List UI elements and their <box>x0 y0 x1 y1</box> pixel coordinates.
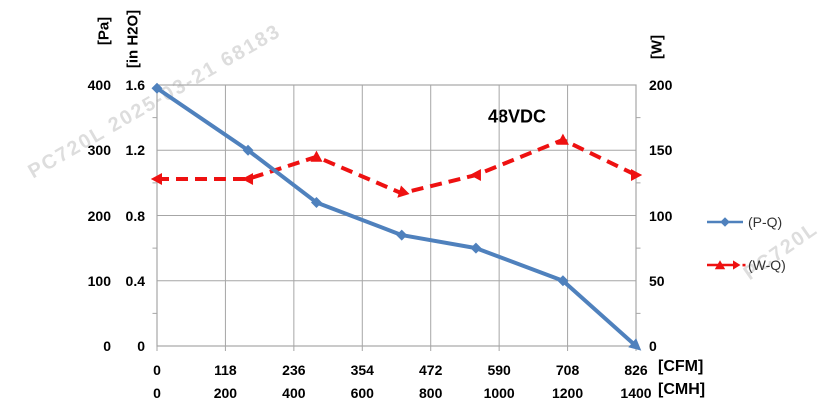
y-tick-inh2o: 1.6 <box>125 77 145 93</box>
x-tick-cfm: 354 <box>350 362 374 378</box>
legend-pq-label: (P-Q) <box>748 214 783 230</box>
pq-curve <box>151 82 642 351</box>
y-tick-w: 200 <box>649 77 673 93</box>
y-tick-pa: 0 <box>103 338 111 354</box>
y-tick-w: 100 <box>649 207 673 224</box>
x-axis-unit-cmh: [CMH] <box>658 381 706 398</box>
legend-item-pq: (P-Q) <box>706 214 782 230</box>
legend-pq-marker <box>707 217 743 227</box>
legend-item-wq: (W-Q) <box>706 257 786 273</box>
x-tick-cfm: 118 <box>214 362 237 378</box>
x-tick-cmh: 0 <box>153 385 161 401</box>
y-tick-inh2o: 0.4 <box>125 272 145 289</box>
y-tick-pa: 200 <box>87 207 111 224</box>
wq-curve <box>150 133 643 198</box>
legend-wq-marker <box>707 260 746 270</box>
chart-title: 48VDC <box>487 106 547 127</box>
x-tick-cmh: 400 <box>282 385 306 401</box>
y-tick-inh2o: 0 <box>137 338 145 354</box>
legend-wq-label: (W-Q) <box>748 257 786 273</box>
y-tick-inh2o: 0.8 <box>125 207 145 224</box>
y-tick-pa: 100 <box>87 272 111 289</box>
x-tick-cfm: 826 <box>624 362 648 378</box>
x-tick-cmh: 1400 <box>620 385 652 401</box>
x-tick-cmh: 600 <box>350 385 374 401</box>
x-tick-cfm: 590 <box>487 362 511 378</box>
x-tick-cfm: 708 <box>555 362 580 378</box>
x-tick-cfm: 0 <box>153 362 161 378</box>
x-tick-cfm: 472 <box>419 362 443 378</box>
y-tick-w: 150 <box>649 142 673 159</box>
y-tick-w: 50 <box>649 272 665 289</box>
x-tick-cfm: 236 <box>282 362 306 378</box>
x-tick-cmh: 800 <box>419 385 443 401</box>
x-tick-cmh: 1200 <box>551 385 584 401</box>
x-tick-cmh: 1000 <box>483 385 515 401</box>
x-axis-unit-cfm: [CFM] <box>658 358 704 375</box>
y-tick-w: 0 <box>649 338 657 354</box>
y-tick-inh2o: 1.2 <box>125 142 145 159</box>
x-tick-cmh: 200 <box>213 385 238 401</box>
y-tick-pa: 300 <box>87 142 111 159</box>
axis-tick-marks <box>152 117 641 351</box>
gridlines <box>156 84 637 347</box>
plot-border <box>156 84 637 347</box>
y-tick-pa: 400 <box>87 77 111 93</box>
